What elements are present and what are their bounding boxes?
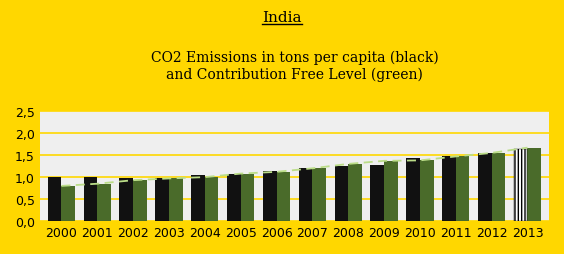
Bar — [83, 178, 97, 221]
Bar — [478, 154, 492, 221]
Bar — [61, 186, 75, 221]
Bar — [205, 178, 218, 221]
Title: CO2 Emissions in tons per capita (black)
and Contribution Free Level (green): CO2 Emissions in tons per capita (black)… — [151, 51, 438, 82]
Bar — [263, 172, 276, 221]
Bar — [406, 158, 420, 221]
Bar — [191, 175, 205, 221]
Bar — [384, 161, 398, 221]
Bar — [527, 148, 541, 221]
Bar — [241, 174, 254, 221]
Bar — [299, 169, 312, 221]
Bar — [120, 178, 133, 221]
Bar — [348, 164, 362, 221]
Bar — [276, 172, 290, 221]
Bar — [442, 157, 456, 221]
Bar — [420, 161, 434, 221]
Bar — [514, 149, 527, 221]
Bar — [169, 179, 183, 221]
Bar — [227, 174, 241, 221]
Bar — [334, 166, 348, 221]
Bar — [514, 149, 527, 221]
Bar — [312, 169, 326, 221]
Bar — [492, 153, 505, 221]
Bar — [371, 165, 384, 221]
Bar — [48, 178, 61, 221]
Bar — [155, 178, 169, 221]
Bar — [133, 181, 147, 221]
Bar — [97, 184, 111, 221]
Bar — [456, 157, 469, 221]
Text: India: India — [262, 11, 302, 25]
